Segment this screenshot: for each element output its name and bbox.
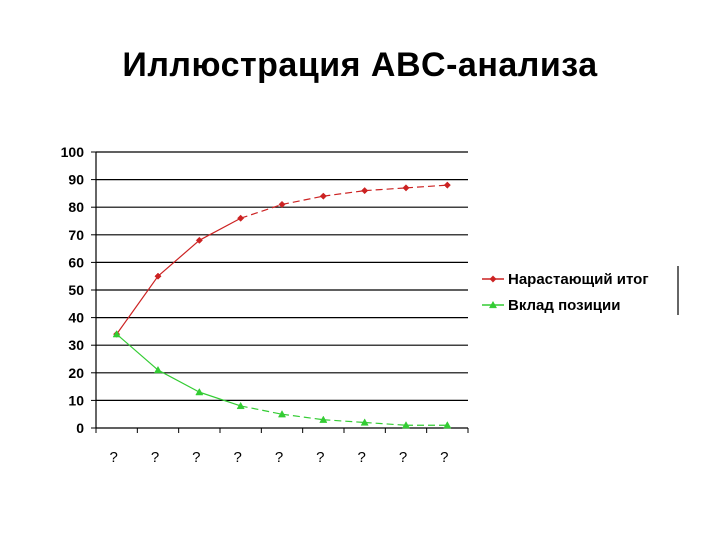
x-tick-label: ? [399,449,407,466]
legend: Нарастающий итог Вклад позиции [482,266,679,315]
x-tick-label: ? [233,449,241,466]
x-tick-label: ? [109,449,117,466]
series-line-segment [199,391,241,407]
data-point [195,388,204,396]
series-line-segment [364,421,407,426]
data-point [154,272,162,280]
data-point [443,421,452,429]
x-tick-label: ? [316,449,324,466]
legend-entry: Нарастающий итог [482,271,649,288]
data-point [277,410,287,418]
series-line-segment [405,184,448,189]
x-tick-label: ? [440,449,448,466]
slide-title: Иллюстрация ABC-анализа [122,46,598,84]
series-line-segment [281,195,324,206]
series-line-segment [116,275,159,335]
series-contribution [112,330,452,429]
x-tick-labels: ????????? [109,449,448,466]
gridlines [96,151,468,401]
y-tick-label: 20 [68,365,84,381]
legend-label: Нарастающий итог [508,271,649,288]
y-tick-label: 30 [68,337,84,353]
x-tick-label: ? [275,449,283,466]
y-tick-label: 10 [68,392,84,408]
data-point [361,187,369,195]
series-line-segment [323,419,365,424]
x-tick-label: ? [151,449,159,466]
data-point [153,365,163,374]
series-line-segment [323,190,365,197]
series [112,181,452,429]
y-tick-label: 80 [68,199,84,215]
data-point [278,200,286,208]
x-tick-label: ? [192,449,200,466]
data-point [401,421,411,429]
series-line-segment [157,239,200,277]
series-line-segment [157,369,200,393]
legend-marker [489,275,497,283]
data-point [112,330,121,338]
series-line-segment [240,405,283,415]
legend-marker [488,300,498,309]
series-line-segment [281,413,324,421]
y-tick-label: 40 [68,310,84,326]
series-line-segment [199,217,241,241]
y-tick-label: 90 [68,172,84,188]
legend-entry: Вклад позиции [482,297,620,314]
y-tick-label: 0 [76,420,84,436]
data-point [236,401,245,410]
y-tick-labels: 0 10 20 30 40 50 60 70 80 90 100 [61,144,85,436]
legend-label: Вклад позиции [508,297,620,314]
axes [91,151,469,433]
data-point [319,192,327,200]
x-tick-label: ? [357,449,365,466]
y-tick-label: 100 [61,144,85,160]
data-point [319,415,328,423]
data-point [195,236,203,244]
data-point [360,418,369,426]
series-cumulative [113,181,451,338]
series-line-segment [240,203,283,219]
data-point [402,184,410,192]
y-tick-label: 50 [68,282,84,298]
series-line-segment [116,333,159,371]
data-point [443,181,451,189]
series-line-segment [364,187,407,192]
y-tick-label: 60 [68,254,84,270]
y-tick-label: 70 [68,227,84,243]
data-point [237,214,245,222]
